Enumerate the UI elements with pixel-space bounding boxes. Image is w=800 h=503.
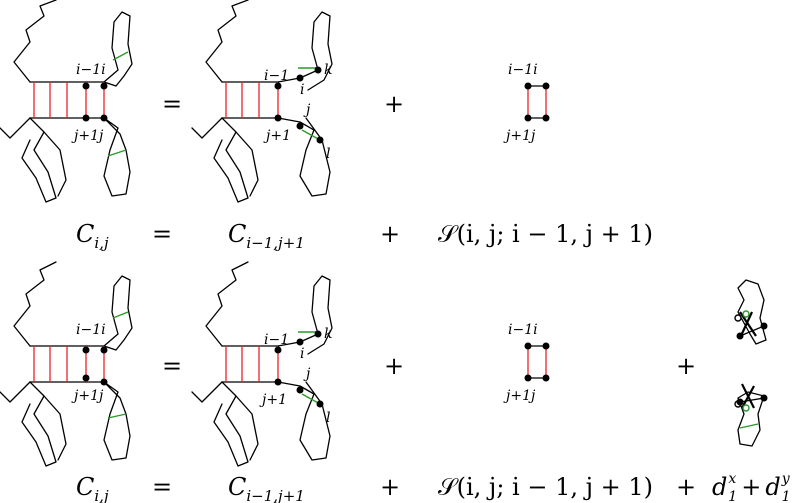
label-j+1: j+1 — [259, 392, 287, 408]
label-i-1: i−1 — [264, 68, 289, 84]
label-k: k — [324, 62, 332, 78]
equation-2: Ci,j = Ci−1,j+1 + 𝒮(i, j; i − 1, j + 1) … — [76, 471, 791, 503]
eq2-plus-2: + — [676, 473, 696, 501]
label-i-1-i: i−1i — [76, 62, 106, 78]
row1-base-pair-square: i−1i j+1j — [503, 62, 550, 144]
label-l: l — [326, 410, 330, 426]
label-i-1-i: i−1i — [76, 322, 106, 338]
eq2-term3: dx 1 + dy 1 — [712, 471, 791, 503]
eq2-plus-1: + — [380, 473, 400, 501]
row1-middle-structure: i−1 i k j j+1 l — [191, 0, 333, 203]
row1-equals: = — [162, 90, 182, 118]
label-j+1-j: j+1j — [71, 388, 104, 404]
eq2-lhs: Ci,j — [76, 473, 109, 503]
row1-lhs-structure: i−1i j+1j — [0, 0, 133, 203]
label-l: l — [326, 146, 330, 162]
scissors-fragment-bottom — [734, 383, 768, 447]
scissors-fragment-top — [734, 279, 768, 345]
label-j: j — [303, 102, 311, 118]
eq1-equals: = — [152, 220, 172, 248]
row2-plus-2: + — [676, 352, 696, 380]
row1-plus: + — [384, 90, 404, 118]
eq2-equals: = — [152, 473, 172, 501]
label-j: j — [303, 366, 311, 382]
label-i: i — [300, 346, 304, 362]
label-j+1-j: j+1j — [71, 128, 104, 144]
eq1-plus: + — [380, 220, 400, 248]
eq2-term2: 𝒮(i, j; i − 1, j + 1) — [438, 473, 653, 501]
label-j+1-j: j+1j — [503, 388, 536, 404]
row2-middle-structure: i−1 i k j j+1 l — [191, 261, 333, 467]
label-i-1: i−1 — [264, 332, 289, 348]
equation-1: Ci,j = Ci−1,j+1 + 𝒮(i, j; i − 1, j + 1) — [76, 220, 653, 252]
row2-equals: = — [162, 352, 182, 380]
eq1-term2: 𝒮(i, j; i − 1, j + 1) — [438, 220, 653, 248]
eq1-lhs: Ci,j — [76, 220, 109, 252]
scissors-icon-top — [734, 310, 757, 339]
eq1-term1: Ci−1,j+1 — [228, 220, 305, 252]
scissors-icon-bottom — [734, 383, 755, 412]
label-j+1-j: j+1j — [503, 128, 536, 144]
row2-lhs-structure: i−1i j+1j — [0, 261, 133, 467]
label-i-1-i: i−1i — [508, 322, 538, 338]
label-k: k — [324, 326, 332, 342]
row2-base-pair-square: i−1i j+1j — [503, 322, 550, 404]
label-j+1: j+1 — [263, 128, 291, 144]
eq2-term1: Ci−1,j+1 — [228, 473, 305, 503]
row2-plus-1: + — [384, 352, 404, 380]
label-i-1-i: i−1i — [508, 62, 538, 78]
label-i: i — [300, 82, 304, 98]
